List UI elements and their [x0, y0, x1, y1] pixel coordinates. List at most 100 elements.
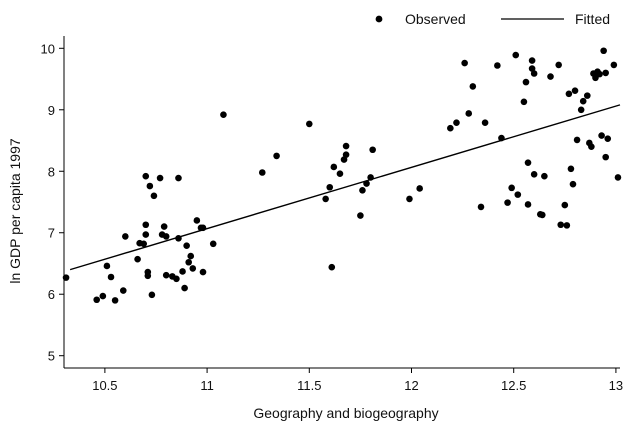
- data-point: [193, 217, 201, 224]
- data-point: [122, 233, 129, 240]
- data-point: [447, 124, 454, 132]
- legend-observed-label: Observed: [405, 11, 466, 27]
- data-point: [99, 292, 107, 300]
- x-axis: 10.5 11 11.5 12 12.5 13: [92, 368, 623, 393]
- x-tick-label: 11.5: [297, 378, 321, 393]
- data-point: [119, 287, 127, 294]
- data-point: [62, 274, 70, 281]
- x-tick-label: 12.5: [501, 378, 526, 393]
- data-point: [524, 159, 532, 166]
- data-point: [328, 263, 336, 271]
- x-axis-title: Geography and biogeography: [253, 405, 438, 421]
- data-point: [465, 110, 473, 117]
- data-point: [614, 174, 622, 181]
- data-point: [588, 143, 595, 150]
- data-point: [504, 199, 511, 206]
- data-point: [416, 185, 423, 192]
- data-point: [258, 169, 266, 176]
- legend-observed-marker: [375, 15, 383, 23]
- data-point: [557, 221, 565, 229]
- data-point: [162, 271, 170, 279]
- y-tick-label: 6: [48, 287, 55, 302]
- data-point: [461, 59, 468, 67]
- data-point: [273, 152, 280, 160]
- data-point: [583, 92, 591, 99]
- data-point: [326, 183, 334, 191]
- data-point: [142, 172, 150, 180]
- data-point: [573, 136, 581, 144]
- y-axis: 5 6 7 8 9 10: [41, 41, 64, 364]
- y-axis-title: ln GDP per capita 1997: [7, 138, 23, 283]
- data-point: [481, 119, 489, 126]
- data-point: [183, 242, 190, 249]
- data-point: [179, 268, 186, 275]
- legend: Observed Fitted: [375, 11, 610, 27]
- data-point: [579, 97, 587, 105]
- data-point: [522, 78, 530, 86]
- y-tick-label: 5: [48, 349, 55, 364]
- data-point: [541, 172, 548, 180]
- data-point: [146, 182, 154, 190]
- data-point: [369, 146, 376, 154]
- data-point: [567, 165, 575, 173]
- data-point: [144, 272, 152, 280]
- data-point: [330, 163, 338, 171]
- data-point: [359, 187, 366, 194]
- axes-frame: [63, 36, 620, 369]
- data-point: [189, 265, 197, 272]
- data-point: [156, 174, 164, 182]
- data-point: [453, 119, 460, 126]
- data-point: [565, 90, 573, 98]
- data-point: [336, 170, 344, 178]
- x-tick-label: 13: [609, 378, 623, 393]
- data-point: [406, 195, 413, 203]
- y-tick-label: 9: [48, 103, 55, 118]
- data-point: [577, 106, 585, 114]
- legend-fitted-label: Fitted: [575, 11, 610, 27]
- data-point: [539, 211, 546, 219]
- data-point: [569, 180, 577, 188]
- observed-points: [62, 47, 622, 304]
- data-point: [305, 120, 313, 128]
- data-point: [342, 151, 350, 158]
- data-point: [602, 69, 609, 77]
- fitted-line: [69, 104, 621, 271]
- data-point: [175, 174, 182, 182]
- data-point: [604, 135, 612, 142]
- data-point: [555, 61, 562, 69]
- data-point: [357, 212, 364, 219]
- data-point: [342, 142, 350, 150]
- data-point: [494, 62, 501, 69]
- data-point: [173, 275, 180, 283]
- data-point: [530, 70, 538, 77]
- data-point: [111, 297, 119, 304]
- data-point: [181, 284, 188, 292]
- data-point: [600, 47, 607, 55]
- data-point: [610, 61, 618, 69]
- x-tick-label: 10.5: [92, 378, 117, 393]
- data-point: [322, 195, 329, 203]
- fitted-line-group: [69, 104, 621, 271]
- data-point: [140, 240, 148, 248]
- data-point: [199, 268, 207, 276]
- data-point: [187, 252, 195, 260]
- data-point: [150, 192, 158, 200]
- data-point: [547, 73, 554, 80]
- data-point: [520, 98, 528, 106]
- data-point: [162, 233, 170, 240]
- x-tick-label: 12: [404, 378, 418, 393]
- data-point: [93, 296, 101, 304]
- data-point: [185, 258, 192, 266]
- data-point: [477, 203, 485, 211]
- data-point: [598, 132, 605, 139]
- y-tick-label: 7: [48, 226, 55, 241]
- data-point: [160, 223, 168, 230]
- data-point: [528, 57, 536, 64]
- data-point: [596, 70, 603, 78]
- data-point: [512, 51, 520, 59]
- data-point: [602, 153, 609, 161]
- x-tick-label: 11: [200, 378, 214, 393]
- data-point: [524, 201, 532, 208]
- data-point: [563, 222, 571, 229]
